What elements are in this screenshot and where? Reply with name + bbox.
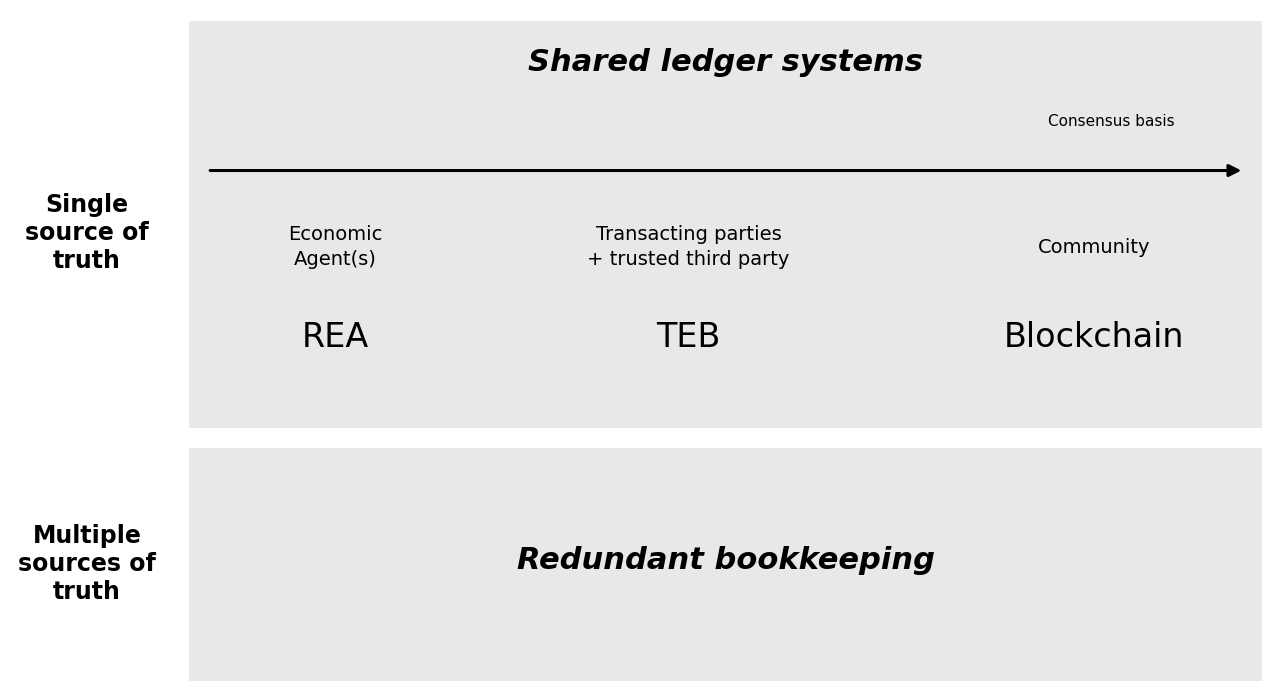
Text: Shared ledger systems: Shared ledger systems [529, 48, 923, 77]
Bar [189, 448, 1262, 681]
Text: Blockchain: Blockchain [1004, 321, 1185, 354]
Text: Consensus basis: Consensus basis [1048, 114, 1174, 129]
Bar [189, 21, 1262, 428]
Text: Transacting parties
+ trusted third party: Transacting parties + trusted third part… [588, 225, 790, 269]
Text: Multiple
sources of
truth: Multiple sources of truth [18, 524, 156, 603]
Text: Economic
Agent(s): Economic Agent(s) [288, 225, 383, 269]
Text: Redundant bookkeeping: Redundant bookkeeping [517, 546, 934, 575]
Text: Community: Community [1038, 237, 1151, 257]
Text: Single
source of
truth: Single source of truth [26, 193, 148, 273]
Text: REA: REA [302, 321, 369, 354]
Text: TEB: TEB [657, 321, 721, 354]
